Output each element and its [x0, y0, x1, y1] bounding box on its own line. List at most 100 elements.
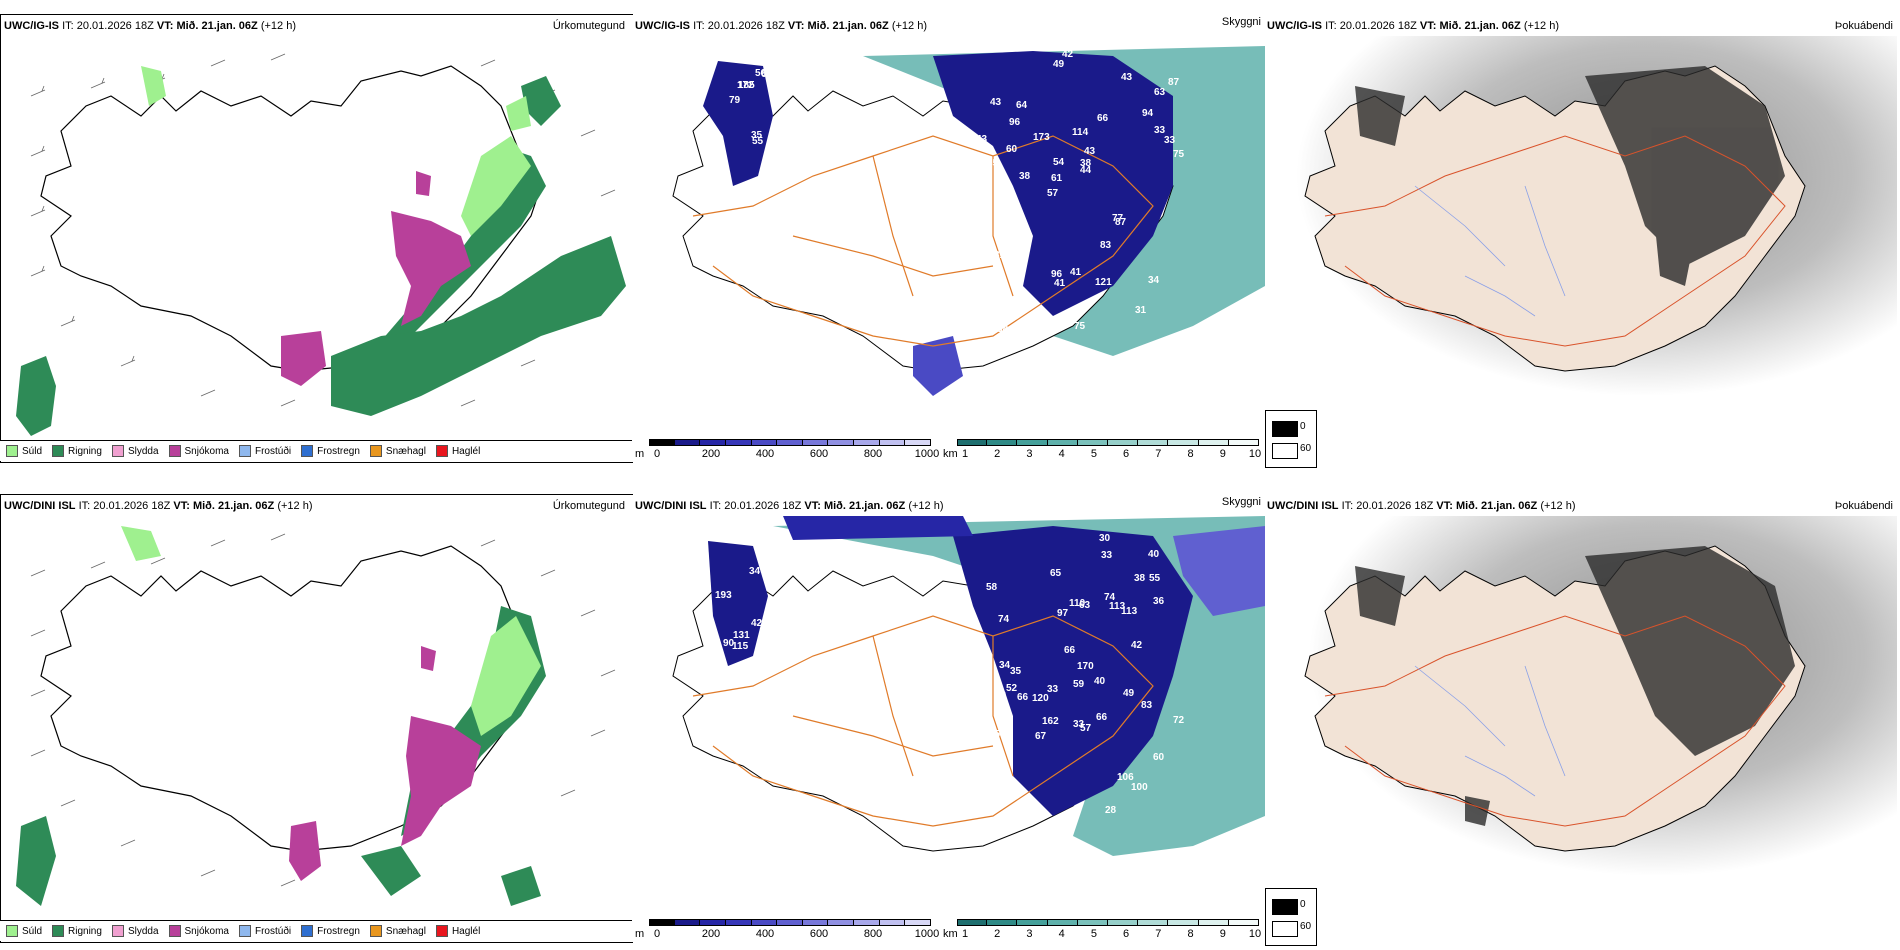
colorbar-segment [905, 919, 931, 926]
legend-label: Frostregn [317, 925, 360, 937]
colorbar-segment [957, 919, 988, 926]
legend-swatch [369, 925, 382, 937]
fog-map[interactable] [1265, 516, 1897, 916]
colorbar-segment [802, 919, 829, 926]
cloud-base-label: 66 [1097, 113, 1109, 124]
cloud-base-label: 193 [715, 590, 732, 601]
rivers [1414, 185, 1566, 317]
cloud-base-label: 33 [1101, 550, 1113, 561]
cloud-base-label: 75 [1173, 149, 1185, 160]
cloud-base-label: 27 [768, 600, 780, 611]
colorbar-unit: m [635, 448, 645, 460]
colorbar-tick: 10 [1248, 928, 1262, 940]
panel-title: Þokuábendi [1834, 500, 1893, 512]
legend-label: Frostúði [254, 925, 292, 937]
colorbar-segment [1198, 439, 1229, 446]
low-cloud [703, 51, 1173, 396]
cloud-base-label: 38 [1080, 158, 1092, 169]
legend-label: Súld [22, 445, 43, 457]
it-value: 20.01.2026 18Z [724, 500, 802, 512]
precip-map[interactable] [1, 36, 631, 439]
legend-item: Súld [6, 925, 42, 937]
cloud-base-label: 170 [1077, 661, 1094, 672]
fog-label-dark: 0 [1300, 899, 1306, 910]
colorbar-tick: 7 [1155, 448, 1162, 460]
fog-scale: 0 60 [1265, 888, 1317, 946]
colorbar-tick: 0 [653, 928, 661, 940]
colorbar-tick: 10 [1248, 448, 1262, 460]
vt-value: Mið. 21.jan. 06Z [1455, 500, 1538, 512]
cloud-base-label: 63 [1079, 600, 1091, 611]
cloud-base-label: 34 [999, 660, 1011, 671]
colorbar-segment [1168, 919, 1199, 926]
legend-item: Snjókoma [168, 925, 229, 937]
it-label: IT: [62, 20, 74, 32]
model-name: UWC/DINI ISL [635, 500, 707, 512]
wind-barbs [30, 533, 616, 887]
cloud-base-label: 52 [1006, 683, 1018, 694]
legend-label: Frostregn [317, 445, 360, 457]
roads [692, 615, 1154, 827]
colorbar-segment [1108, 439, 1139, 446]
cloud-base-label: 74 [998, 614, 1010, 625]
legend-item: Frostregn [301, 445, 360, 457]
colorbar-tick: 5 [1090, 448, 1097, 460]
colorbar-segment [777, 439, 803, 446]
fog-panel-2: UWC/DINI ISL IT: 20.01.2026 18Z VT: Mið.… [1265, 494, 1900, 944]
lead-time: (+12 h) [1523, 20, 1559, 32]
cloud-base-label: 87 [1168, 77, 1180, 88]
roads [692, 135, 1154, 347]
colorbar-tick: 4 [1058, 928, 1065, 940]
vt-label: VT: [787, 20, 805, 32]
cloud-base-label: 57 [1047, 188, 1059, 199]
cloud-panel-1: UWC/IG-IS IT: 20.01.2026 18Z VT: Mið. 21… [633, 14, 1268, 464]
legend-swatch [111, 445, 124, 457]
lead-time: (+12 h) [908, 500, 944, 512]
snow-areas [281, 171, 471, 386]
lead-time: (+12 h) [1540, 500, 1576, 512]
colorbar-tick: 2 [994, 448, 1001, 460]
colorbar-tick: 0 [653, 448, 661, 460]
fog-swatch-dark [1272, 421, 1298, 437]
legend-swatch [301, 925, 314, 937]
cloud-map[interactable]: 68 65 63 57 66 83 172 114 81 173 123 71 185 43 87 43 49 7… [633, 36, 1265, 436]
cloud-base-label: 162 [1042, 716, 1059, 727]
cloud-base-label: 36 [979, 320, 991, 331]
legend-swatch [435, 925, 448, 937]
cloud-base-label: 100 [1131, 782, 1148, 793]
cloud-base-label: 96 [1009, 117, 1021, 128]
cloud-base-label: 49 [1053, 59, 1065, 70]
legend-item: Frostúði [238, 445, 291, 457]
precip-map[interactable] [1, 516, 631, 919]
colorbar-segment [802, 439, 829, 446]
it-label: IT: [1325, 20, 1337, 32]
vt-label: VT: [804, 500, 821, 512]
fog-dark-areas [1355, 66, 1785, 286]
lead-time: (+12 h) [891, 20, 927, 32]
it-label: IT: [693, 20, 705, 32]
cloud-base-label: 43 [990, 97, 1002, 108]
colorbar-segment [1077, 919, 1108, 926]
cloud-base-label: 72 [1173, 715, 1185, 726]
colorbar-segment [1228, 439, 1259, 446]
cloud-base-label: 54 [1053, 157, 1065, 168]
it-value: 20.01.2026 18Z [1339, 20, 1417, 32]
cloud-numbers: 68 65 63 57 66 83 172 114 81 173 123 71 185 43 87 43 49 7… [715, 49, 1185, 335]
colorbar-tick: 2 [994, 928, 1001, 940]
colorbar-segment [751, 439, 778, 446]
colorbar-tick: 9 [1219, 928, 1226, 940]
colorbar-tick: 800 [863, 448, 883, 460]
colorbar-tick: 5 [1090, 928, 1097, 940]
fog-map[interactable] [1265, 36, 1897, 436]
vt-label: VT: [1419, 20, 1437, 32]
cloud-base-label: 88 [988, 256, 1000, 267]
panel-header: UWC/DINI ISL IT: 20.01.2026 18Z VT: Mið.… [4, 498, 629, 514]
legend-swatch [238, 445, 251, 457]
legend-item: Slydda [111, 925, 159, 937]
legend-label: Slydda [127, 445, 159, 457]
drizzle-areas [121, 526, 541, 736]
colorbar-tick: 1 [961, 448, 969, 460]
it-value: 20.01.2026 18Z [1356, 500, 1434, 512]
cloud-map[interactable]: 56 52 66 58 60 74 90 120 113 110 113 100 131 65 40 45 49… [633, 516, 1265, 916]
fog-swatch-light [1272, 921, 1298, 937]
